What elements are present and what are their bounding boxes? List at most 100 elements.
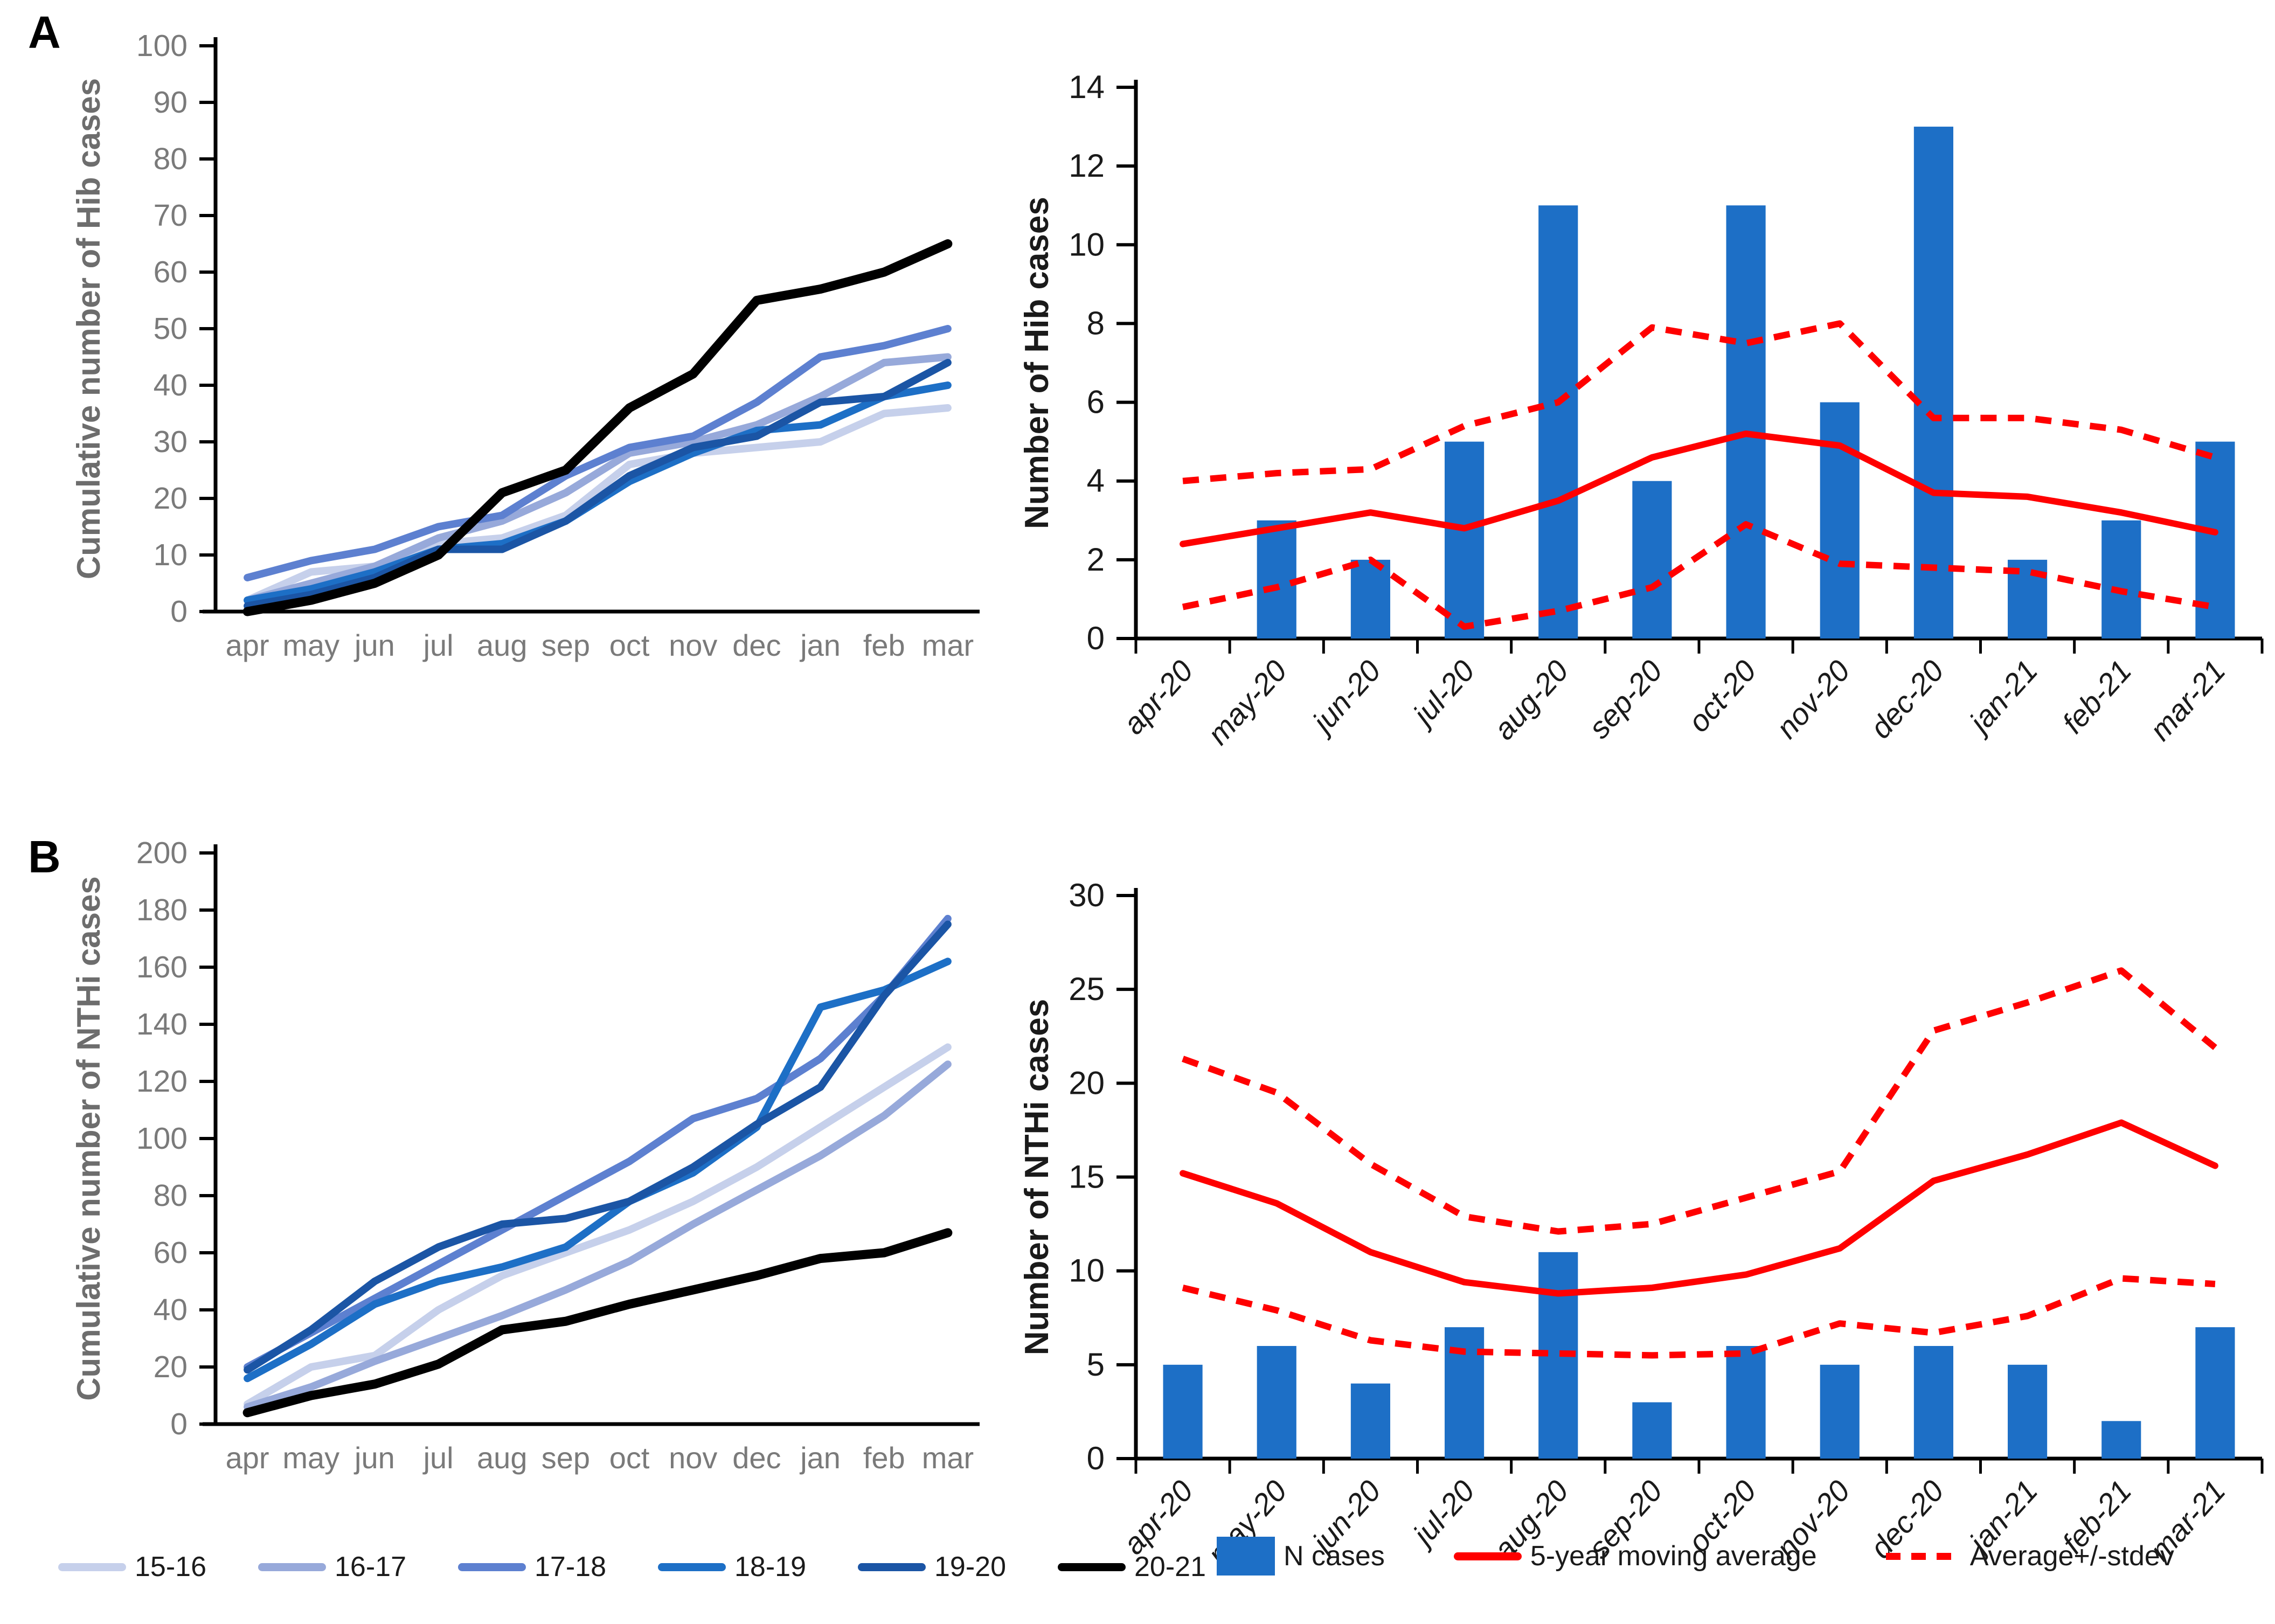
legend-item-dash: Average+/-stdev xyxy=(1885,1540,2174,1572)
x-tick-label: aug-20 xyxy=(1487,654,1575,746)
y-tick-label: 2 xyxy=(1087,542,1105,578)
bar-chart-legend: N cases 5-year moving average Average+/-st… xyxy=(1217,1537,2174,1576)
x-tick-label: apr xyxy=(226,628,269,662)
x-tick-label: jun-20 xyxy=(1303,654,1388,741)
bar-dec-20 xyxy=(1913,127,1953,639)
line-stdev xyxy=(1182,1275,2216,1359)
legend-line-swatch xyxy=(858,1563,926,1571)
x-tick-label: apr xyxy=(226,1441,269,1475)
legend-label: 5-year moving average xyxy=(1530,1540,1817,1572)
y-tick-label: 20 xyxy=(154,481,188,516)
x-tick-label: jan xyxy=(799,1441,841,1475)
y-tick-label: 30 xyxy=(1069,877,1105,913)
y-tick-label: 50 xyxy=(154,311,188,346)
y-tick-label: 90 xyxy=(154,85,188,120)
bar-may-20 xyxy=(1257,520,1296,639)
series-line-20-21 xyxy=(242,239,953,616)
x-ticks xyxy=(1134,639,2264,654)
x-tick-labels: apr may jun jul aug sep oct nov dec jan feb mar xyxy=(226,1441,974,1475)
series-line-20-21 xyxy=(242,1228,953,1418)
legend-item-16-17: 16-17 xyxy=(258,1551,406,1583)
y-tick-label: 200 xyxy=(136,836,188,870)
legend-label: 19-20 xyxy=(934,1551,1006,1583)
y-tick-label: 160 xyxy=(136,950,188,984)
bar-feb-21 xyxy=(2101,1421,2141,1459)
bar-jul-20 xyxy=(1445,441,1485,639)
line-stdev xyxy=(1182,320,2216,484)
season-legend: 15-16 16-17 17-18 18-19 19-20 20-21 xyxy=(58,1551,1206,1583)
y-axis-title: Cumulative number of NTHi cases xyxy=(71,876,107,1401)
line-moving-average xyxy=(1180,1119,2218,1297)
y-tick-label: 60 xyxy=(154,1236,188,1270)
x-tick-label: feb xyxy=(863,1441,905,1475)
panel-a-label: A xyxy=(28,7,61,58)
series-line-16-17 xyxy=(244,1060,952,1411)
legend-item-rect: N cases xyxy=(1217,1537,1385,1576)
x-tick-label: apr-20 xyxy=(1116,1474,1199,1561)
bar-jan-21 xyxy=(2008,1364,2048,1459)
y-tick-label: 120 xyxy=(136,1064,188,1099)
legend-solid-line-swatch xyxy=(1453,1552,1522,1560)
y-tick-label: 40 xyxy=(154,1293,188,1327)
legend-item-18-19: 18-19 xyxy=(658,1551,806,1583)
x-tick-label: aug xyxy=(477,628,527,662)
x-tick-label: oct xyxy=(609,1441,650,1475)
legend-label: 20-21 xyxy=(1134,1551,1206,1583)
series-line-16-17 xyxy=(244,353,952,604)
x-tick-label: may xyxy=(282,628,339,662)
x-tick-label: mar-21 xyxy=(2143,654,2232,747)
series-line-18-19 xyxy=(244,957,952,1383)
line-stdev xyxy=(1182,521,2216,630)
y-tick-label: 70 xyxy=(154,198,188,233)
y-tick-labels: 0 5 10 15 20 25 30 xyxy=(1069,877,1136,1476)
legend-dashed-line-swatch xyxy=(1885,1552,1961,1560)
x-tick-label: oct-20 xyxy=(1681,654,1763,739)
bar-jun-20 xyxy=(1350,1383,1390,1459)
legend-line-swatch xyxy=(1058,1563,1126,1571)
bar-jun-20 xyxy=(1350,559,1390,639)
y-tick-label: 20 xyxy=(1069,1065,1105,1101)
y-tick-label: 80 xyxy=(154,142,188,176)
bar-oct-20 xyxy=(1726,205,1766,639)
x-tick-label: mar xyxy=(922,628,974,662)
y-tick-label: 10 xyxy=(154,538,188,572)
y-tick-label: 25 xyxy=(1069,971,1105,1007)
x-tick-label: sep xyxy=(542,1441,590,1475)
y-tick-label: 0 xyxy=(170,594,188,629)
x-tick-label: feb xyxy=(863,628,905,662)
x-tick-labels: apr-20 may-20 jun-20 jul-20 aug-20 sep-20 oct-… xyxy=(1116,654,2232,751)
legend-item-line: 5-year moving average xyxy=(1453,1540,1817,1572)
x-tick-label: jun xyxy=(353,628,395,662)
y-tick-label: 8 xyxy=(1087,305,1105,341)
y-tick-label: 6 xyxy=(1087,384,1105,420)
bar-dec-20 xyxy=(1913,1346,1953,1459)
y-axis-title: Number of Hib cases xyxy=(1018,197,1056,529)
legend-line-swatch xyxy=(458,1563,526,1571)
x-tick-label: jul xyxy=(422,628,454,662)
y-tick-label: 80 xyxy=(154,1178,188,1213)
legend-line-swatch xyxy=(58,1563,126,1571)
x-tick-label: jan xyxy=(799,628,841,662)
x-tick-label: jul xyxy=(422,1441,454,1475)
y-tick-label: 0 xyxy=(1087,620,1105,656)
bars xyxy=(1257,127,2235,639)
y-tick-labels: 0 10 20 30 40 50 60 70 80 90 100 xyxy=(136,29,216,629)
legend-label: N cases xyxy=(1284,1540,1385,1572)
series-line-17-18 xyxy=(244,914,952,1371)
series-line-19-20 xyxy=(244,359,952,610)
y-tick-labels: 0 20 40 60 80 100 120 140 160 180 200 xyxy=(136,836,216,1441)
bar-oct-20 xyxy=(1726,1346,1766,1459)
legend-line-swatch xyxy=(258,1563,326,1571)
legend-item-15-16: 15-16 xyxy=(58,1551,206,1583)
line-moving-average xyxy=(1180,431,2218,547)
y-tick-label: 14 xyxy=(1069,69,1105,105)
x-tick-label: feb-21 xyxy=(2056,654,2138,740)
hib-monthly-bar-chart: 0 2 4 6 8 10 12 14 apr-20 may-20 jun-20 jul-20 aug-2… xyxy=(1018,69,2264,751)
y-tick-label: 12 xyxy=(1069,148,1105,184)
y-tick-label: 100 xyxy=(136,1121,188,1156)
y-tick-labels: 0 2 4 6 8 10 12 14 xyxy=(1069,69,1136,656)
bar-sep-20 xyxy=(1632,1402,1672,1459)
series-line-15-16 xyxy=(244,1043,952,1408)
